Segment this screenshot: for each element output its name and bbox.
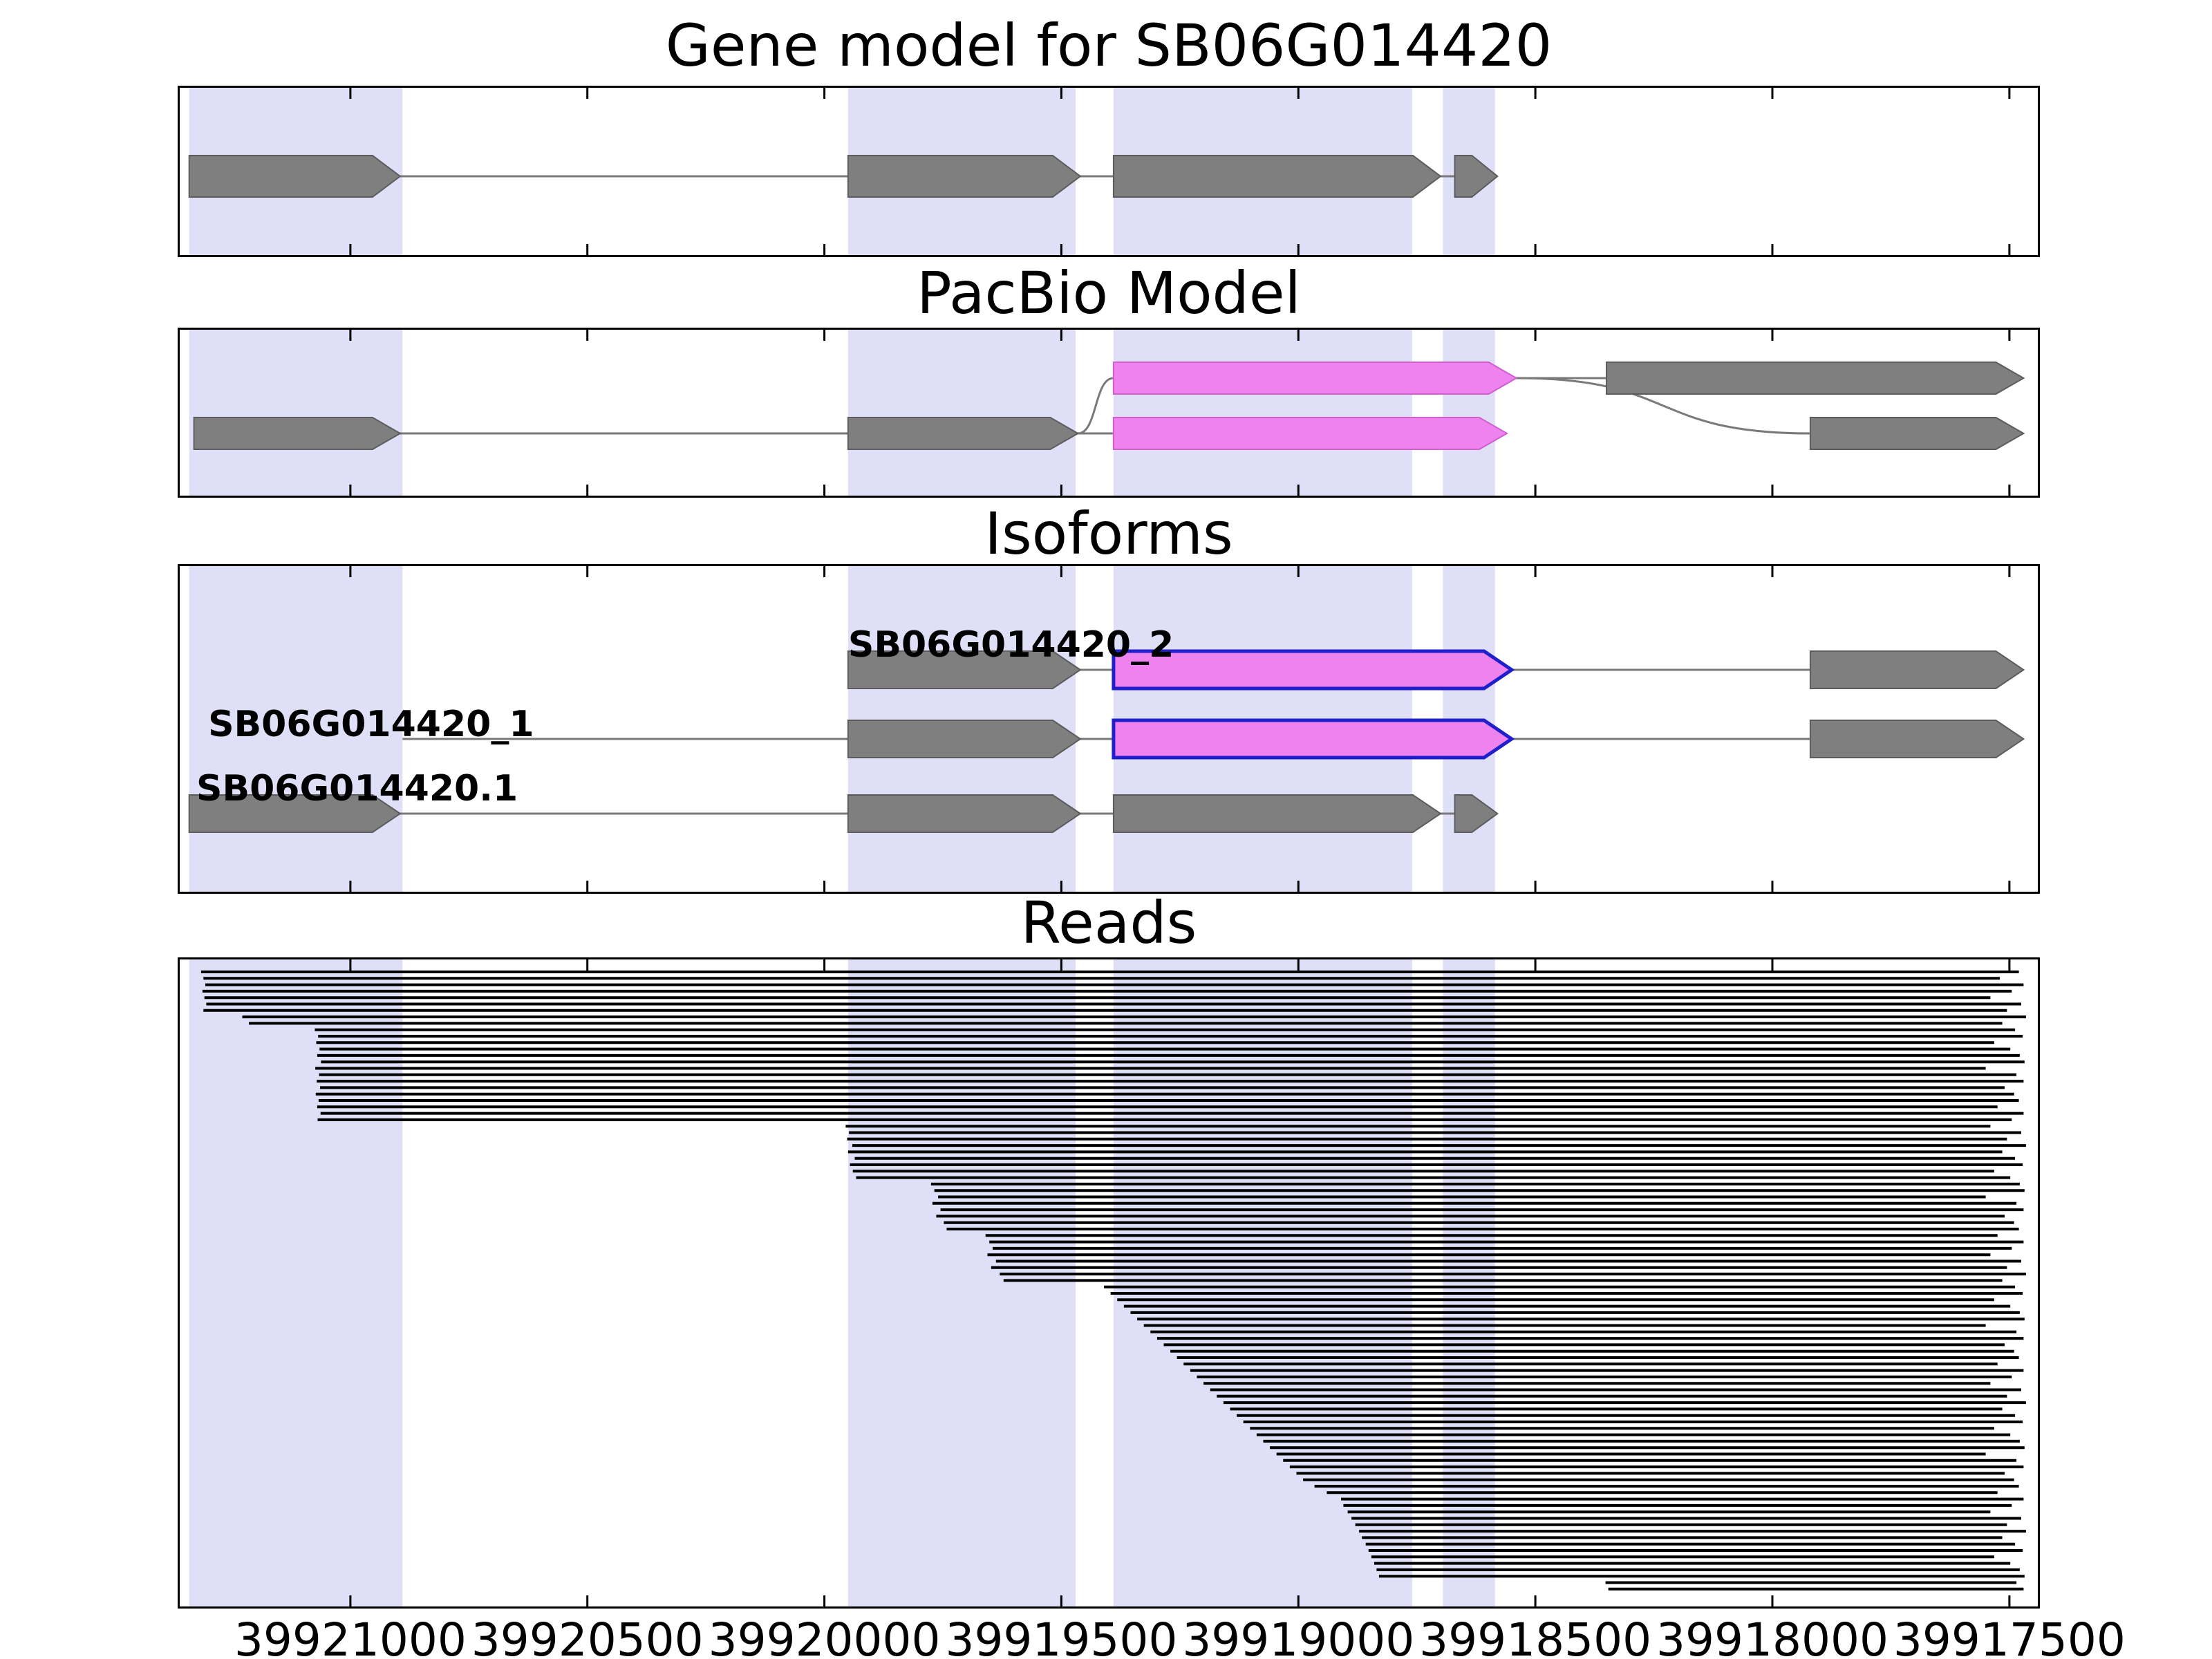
exon-gray — [1809, 650, 2025, 689]
shaded-region — [1113, 330, 1412, 496]
track-canvas — [189, 959, 2026, 1606]
splice-curve — [1078, 377, 1114, 435]
x-tick-label: 39919000 — [1182, 1613, 1415, 1659]
exon-gray — [188, 794, 402, 833]
exon-gray — [847, 417, 1080, 450]
exon-gray — [1606, 362, 2025, 395]
x-tick-label: 39917500 — [1893, 1613, 2126, 1659]
exon-gray — [847, 720, 1082, 758]
exon-gray — [188, 155, 402, 198]
shaded-region — [1443, 330, 1495, 496]
panel-title-pacbio-model: PacBio Model — [917, 259, 1301, 327]
exon-gray — [1809, 417, 2025, 450]
x-tick-label: 39919500 — [945, 1613, 1178, 1659]
track-canvas — [188, 88, 2011, 255]
x-tick-label: 39918000 — [1656, 1613, 1888, 1659]
panel-title-reads: Reads — [1020, 889, 1197, 957]
shaded-region — [189, 330, 403, 496]
exon-gray — [1112, 155, 1442, 198]
track-panel-isoforms: SB06G014420_2 SB06G014420_1 SB06G014420.1 — [178, 564, 2040, 894]
x-tick-label: 39921000 — [234, 1613, 467, 1659]
panel-title-isoforms: Isoforms — [984, 500, 1233, 568]
x-tick-label: 39920500 — [471, 1613, 704, 1659]
exon-magenta — [1112, 649, 1515, 691]
exon-gray — [193, 417, 402, 450]
shaded-region — [847, 330, 1076, 496]
exon-magenta — [1112, 417, 1509, 450]
exon-gray — [847, 155, 1082, 198]
isoform-label: SB06G014420_1 — [208, 704, 534, 745]
track-panel-reads — [178, 957, 2040, 1609]
track-canvas — [189, 330, 2025, 496]
exon-gray — [1454, 155, 1499, 198]
exon-gray — [1454, 794, 1499, 833]
isoform-label: SB06G014420_2 — [848, 624, 1174, 666]
track-panel-gene-model — [178, 86, 2040, 257]
x-tick-label: 39918500 — [1419, 1613, 1652, 1659]
x-tick-label: 39920000 — [708, 1613, 941, 1659]
panel-title-gene-model: Gene model for SB06G014420 — [665, 12, 1553, 79]
isoform-label: SB06G014420.1 — [196, 768, 518, 809]
exon-magenta — [1112, 362, 1518, 395]
exon-gray — [847, 650, 1082, 689]
track-canvas: SB06G014420_2 SB06G014420_1 SB06G014420.1 — [188, 566, 2025, 892]
exon-magenta — [1112, 718, 1515, 760]
exon-gray — [1809, 720, 2025, 758]
shaded-region — [189, 566, 403, 892]
exon-gray — [847, 794, 1082, 833]
track-panel-pacbio-model — [178, 328, 2040, 498]
splice-curve — [1516, 377, 1810, 435]
exon-gray — [1112, 794, 1442, 833]
